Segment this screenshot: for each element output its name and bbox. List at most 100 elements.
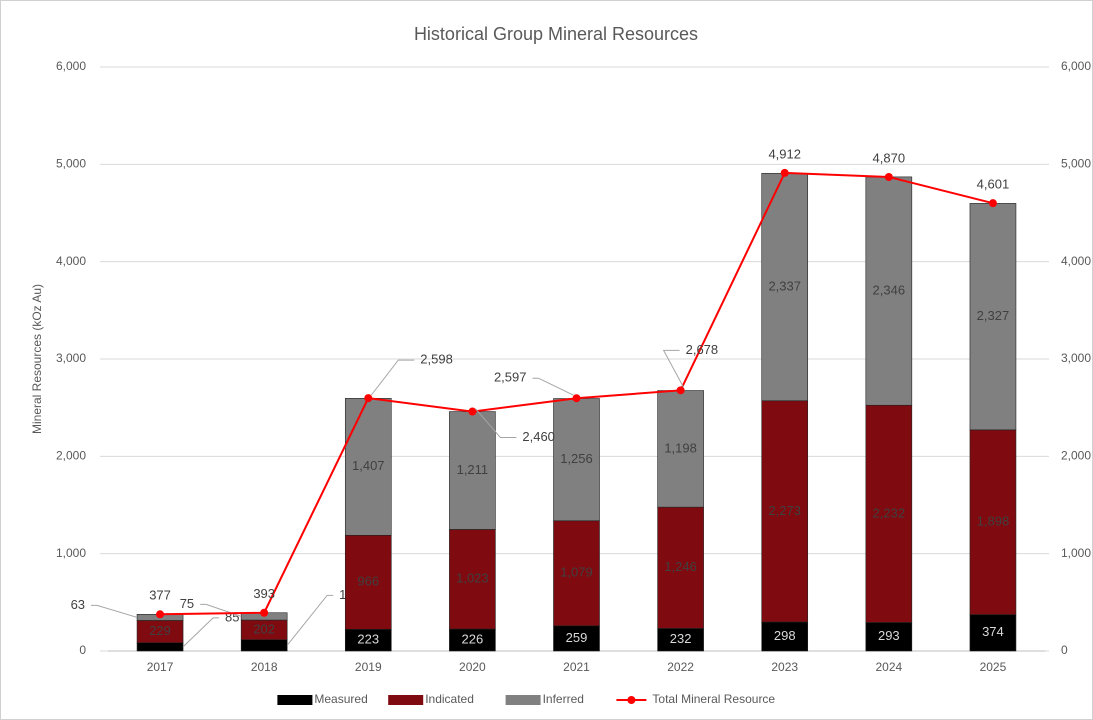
y2-tick-label: 5,000 xyxy=(1061,157,1091,171)
line-point xyxy=(260,608,269,617)
data-label: 374 xyxy=(982,624,1004,639)
legend-label: Measured xyxy=(314,692,367,706)
data-label: 1,256 xyxy=(560,451,593,466)
leader-line xyxy=(182,617,220,648)
data-label: 393 xyxy=(253,586,275,601)
data-label: 259 xyxy=(566,630,588,645)
data-label: 2,598 xyxy=(420,352,453,367)
x-tick-label: 2017 xyxy=(147,660,174,674)
bar-segment xyxy=(865,176,913,406)
x-tick-label: 2021 xyxy=(563,660,590,674)
bar-segment xyxy=(761,400,809,623)
bar-segment xyxy=(136,642,184,652)
data-label: 229 xyxy=(149,623,171,638)
data-label: 2,678 xyxy=(686,342,719,357)
line-point xyxy=(156,610,165,619)
leader-line xyxy=(91,604,138,618)
data-label: 2,273 xyxy=(768,503,801,518)
legend-marker xyxy=(627,696,636,704)
y2-tick-label: 0 xyxy=(1061,643,1068,657)
bar-segment xyxy=(865,622,913,652)
data-label: 1,246 xyxy=(664,559,697,574)
line-point xyxy=(572,394,581,403)
data-label: 2,460 xyxy=(522,429,555,444)
y-tick-label: 5,000 xyxy=(56,157,86,171)
data-label: 1,898 xyxy=(977,514,1010,529)
line-point xyxy=(988,199,997,208)
line-point xyxy=(468,407,477,416)
data-label: 63 xyxy=(71,597,85,612)
data-label: 1,079 xyxy=(560,565,593,580)
bar-segment xyxy=(553,398,600,522)
bar-segment xyxy=(761,172,809,402)
legend-swatch xyxy=(277,695,313,705)
data-label: 4,870 xyxy=(873,150,906,165)
line-point xyxy=(884,172,893,181)
y-tick-label: 4,000 xyxy=(56,254,86,268)
data-label: 1,211 xyxy=(457,462,489,477)
y2-tick-label: 4,000 xyxy=(1061,254,1091,268)
data-label: 75 xyxy=(180,596,194,611)
data-label: 2,337 xyxy=(768,278,801,293)
data-label: 293 xyxy=(878,628,900,643)
line-point xyxy=(676,386,685,395)
bar-segment xyxy=(344,398,392,536)
y-axis-label: Mineral Resources (kOz Au) xyxy=(30,284,44,434)
y2-tick-label: 1,000 xyxy=(1061,546,1091,560)
bar-segment xyxy=(553,520,600,627)
data-label: 4,601 xyxy=(977,177,1010,192)
bar-segment xyxy=(657,390,704,508)
legend-swatch xyxy=(505,695,541,705)
bar-segment xyxy=(657,506,704,629)
y-tick-label: 6,000 xyxy=(56,59,86,73)
legend-label: Inferred xyxy=(543,692,584,706)
data-label: 2,346 xyxy=(873,282,906,297)
data-label: 377 xyxy=(149,588,171,603)
line-point xyxy=(780,168,789,177)
data-label: 1,407 xyxy=(352,458,385,473)
leader-line xyxy=(475,408,517,439)
y2-tick-label: 2,000 xyxy=(1061,449,1091,463)
x-tick-label: 2018 xyxy=(251,660,278,674)
data-label: 223 xyxy=(357,632,379,647)
x-tick-label: 2025 xyxy=(980,660,1007,674)
x-tick-label: 2023 xyxy=(771,660,798,674)
data-label: 2,232 xyxy=(873,505,906,520)
data-label: 1,198 xyxy=(664,440,697,455)
legend-swatch xyxy=(388,695,424,705)
x-tick-label: 2022 xyxy=(667,660,694,674)
y2-tick-label: 6,000 xyxy=(1061,59,1091,73)
bar-segment xyxy=(865,404,913,623)
y2-tick-label: 3,000 xyxy=(1061,351,1091,365)
data-label: 4,912 xyxy=(768,146,801,161)
x-tick-label: 2020 xyxy=(459,660,486,674)
data-label: 2,597 xyxy=(494,370,527,385)
leader-line xyxy=(662,349,685,388)
x-tick-label: 2019 xyxy=(355,660,382,674)
data-label: 226 xyxy=(462,631,484,646)
line-point xyxy=(364,394,373,403)
x-tick-label: 2024 xyxy=(875,660,902,674)
y-tick-label: 0 xyxy=(79,643,86,657)
bar-segment xyxy=(449,529,496,630)
data-label: 232 xyxy=(670,631,692,646)
chart-title: Historical Group Mineral Resources xyxy=(414,24,698,44)
bar-segment xyxy=(969,203,1017,431)
data-label: 298 xyxy=(774,628,796,643)
bar-segment xyxy=(449,411,496,530)
y-tick-label: 2,000 xyxy=(56,449,86,463)
bar-segment xyxy=(344,534,392,630)
data-label: 1,023 xyxy=(456,571,489,586)
leader-line xyxy=(286,594,334,646)
leader-line xyxy=(532,377,574,396)
data-label: 966 xyxy=(357,574,379,589)
data-label: 2,327 xyxy=(977,308,1010,323)
bar-segment xyxy=(553,625,600,652)
bar-segment xyxy=(969,429,1017,615)
legend-label: Indicated xyxy=(425,692,474,706)
legend-label: Total Mineral Resource xyxy=(652,692,775,706)
leader-line xyxy=(370,359,415,396)
y-tick-label: 3,000 xyxy=(56,351,86,365)
